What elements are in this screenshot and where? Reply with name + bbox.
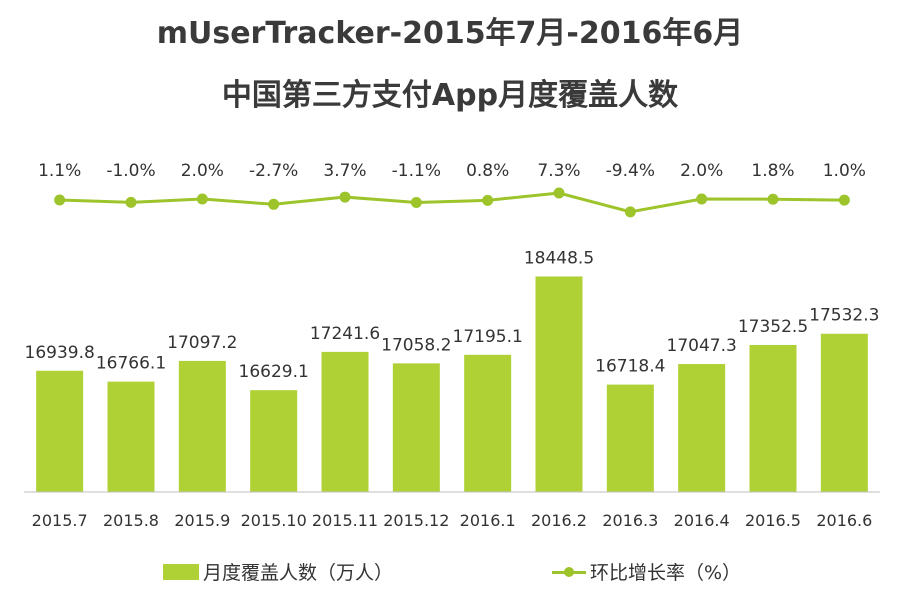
line-value-label: 1.0% — [823, 161, 866, 181]
x-tick-label: 2016.4 — [674, 511, 730, 530]
legend-bar-label: 月度覆盖人数（万人） — [203, 562, 394, 584]
line-point — [624, 206, 636, 218]
x-tick-label: 2015.11 — [312, 511, 378, 530]
line-point — [196, 193, 208, 205]
bar — [820, 333, 868, 492]
growth-rate-line — [59, 191, 845, 214]
line-value-label: -1.0% — [106, 161, 155, 181]
x-tick-label: 2015.7 — [32, 511, 88, 530]
line-value-label: 0.8% — [466, 161, 509, 181]
line-point — [54, 194, 66, 206]
bar — [535, 276, 583, 492]
line-value-label: 2.0% — [680, 161, 723, 181]
bar-value-label: 16718.4 — [595, 357, 665, 377]
bar-value-label: 16766.1 — [96, 354, 166, 374]
chart-title-line2: 中国第三方支付App月度覆盖人数 — [221, 78, 679, 113]
line-value-label: -2.7% — [249, 161, 298, 181]
line-point — [696, 193, 708, 205]
x-tick-label: 2016.6 — [816, 511, 872, 530]
x-tick-label: 2015.8 — [103, 511, 159, 530]
bar — [321, 351, 369, 492]
x-tick-label: 2016.1 — [460, 511, 516, 530]
line-point — [125, 196, 137, 208]
line-point — [767, 193, 779, 205]
bar — [392, 363, 440, 492]
bar-value-label: 17195.1 — [453, 327, 523, 347]
bar-value-label: 16939.8 — [25, 343, 95, 363]
legend-line-swatch — [552, 564, 586, 580]
legend-line-label: 环比增长率（%） — [590, 562, 742, 584]
x-tick-label: 2016.3 — [602, 511, 658, 530]
x-tick-label: 2015.10 — [241, 511, 307, 530]
line-value-label: -1.1% — [392, 161, 441, 181]
line-value-label: -9.4% — [606, 161, 655, 181]
legend-item-line: 环比增长率（%） — [552, 558, 741, 585]
bar — [250, 390, 298, 492]
bar-value-label: 16629.1 — [239, 362, 309, 382]
bar-value-label: 17241.6 — [310, 324, 380, 344]
bar — [107, 381, 155, 492]
line-value-label: 2.0% — [181, 161, 224, 181]
line-value-label: 7.3% — [537, 161, 580, 181]
bar — [678, 364, 726, 492]
bar — [606, 384, 654, 492]
x-tick-label: 2016.5 — [745, 511, 801, 530]
x-tick-label: 2016.2 — [531, 511, 587, 530]
line-value-label: 3.7% — [323, 161, 366, 181]
line-point — [410, 196, 422, 208]
legend-bar-swatch — [163, 563, 199, 580]
line-point — [268, 198, 280, 210]
x-tick-label: 2015.12 — [383, 511, 449, 530]
legend-item-bar: 月度覆盖人数（万人） — [163, 558, 393, 585]
x-tick-label: 2015.9 — [174, 511, 230, 530]
line-value-label: 1.1% — [38, 161, 81, 181]
line-value-label: 1.8% — [751, 161, 794, 181]
line-point — [553, 187, 565, 199]
bar-value-label: 18448.5 — [524, 248, 594, 268]
chart-title-line1: mUserTracker-2015年7月-2016年6月 — [156, 16, 744, 51]
bar-value-label: 17352.5 — [738, 317, 808, 337]
line-point — [482, 194, 494, 206]
bar-value-label: 17058.2 — [381, 335, 451, 355]
line-point — [838, 194, 850, 206]
bar-value-label: 17532.3 — [809, 306, 879, 326]
bar — [464, 354, 512, 492]
bar-value-label: 17047.3 — [667, 336, 737, 356]
bar-value-label: 17097.2 — [167, 333, 237, 353]
bar — [749, 344, 797, 492]
line-point — [339, 191, 351, 203]
bar — [178, 360, 226, 492]
bar — [36, 370, 84, 492]
